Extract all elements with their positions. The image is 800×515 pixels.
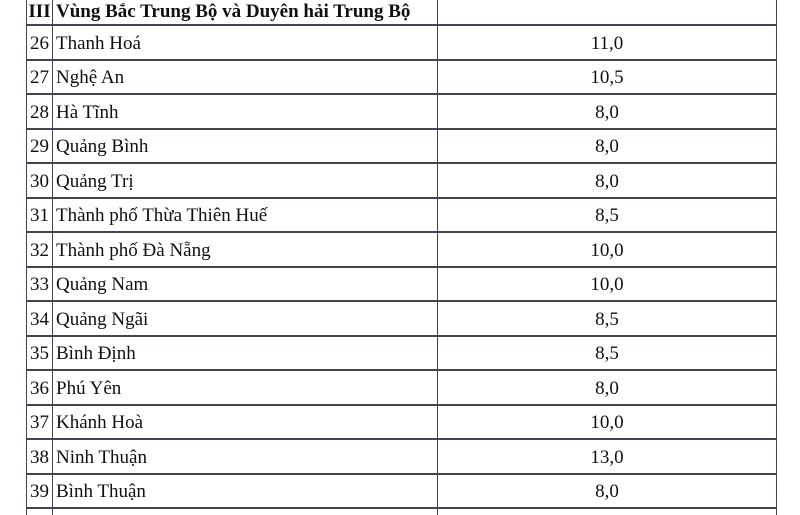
row-number-cell: 38 (26, 440, 53, 473)
province-name-cell: Quảng Trị (53, 164, 438, 197)
table-header-row: III Vùng Bắc Trung Bộ và Duyên hải Trung… (26, 0, 777, 26)
province-name-cell: Nghệ An (53, 60, 438, 93)
partial-next-row (26, 509, 777, 515)
header-value-cell (438, 0, 777, 24)
province-table: III Vùng Bắc Trung Bộ và Duyên hải Trung… (26, 0, 777, 515)
row-number-cell: 39 (26, 474, 53, 507)
province-name-cell: Quảng Nam (53, 267, 438, 300)
province-name-cell: Phú Yên (53, 371, 438, 404)
tariff-value-cell: 13,0 (438, 440, 777, 473)
table-row: 32 Thành phố Đà Nẵng 10,0 (26, 233, 777, 268)
tariff-value-cell: 8,5 (438, 336, 777, 369)
tariff-value-cell: 8,5 (438, 302, 777, 335)
tariff-value-cell: 10,0 (438, 233, 777, 266)
tariff-value-cell: 10,0 (438, 267, 777, 300)
table-row: 37 Khánh Hoà 10,0 (26, 405, 777, 440)
row-number-cell: 31 (26, 198, 53, 231)
province-name-cell: Hà Tĩnh (53, 95, 438, 128)
row-number-cell: 27 (26, 60, 53, 93)
tariff-value-cell: 8,5 (438, 198, 777, 231)
header-region-index: III (26, 0, 53, 24)
table-row: 29 Quảng Bình 8,0 (26, 129, 777, 164)
row-number-cell: 32 (26, 233, 53, 266)
row-number-cell: 33 (26, 267, 53, 300)
province-name-cell: Bình Định (53, 336, 438, 369)
table-row: 39 Bình Thuận 8,0 (26, 474, 777, 509)
table-body: 26 Thanh Hoá 11,0 27 Nghệ An 10,5 28 Hà … (26, 26, 777, 509)
table-row: 38 Ninh Thuận 13,0 (26, 440, 777, 475)
row-number-cell: 29 (26, 129, 53, 162)
partial-number-cell (26, 509, 53, 515)
header-region-title: Vùng Bắc Trung Bộ và Duyên hải Trung Bộ (53, 0, 438, 24)
table-row: 26 Thanh Hoá 11,0 (26, 26, 777, 61)
table-row: 36 Phú Yên 8,0 (26, 371, 777, 406)
row-number-cell: 35 (26, 336, 53, 369)
table-row: 27 Nghệ An 10,5 (26, 60, 777, 95)
tariff-value-cell: 10,5 (438, 60, 777, 93)
province-name-cell: Khánh Hoà (53, 405, 438, 438)
table-row: 34 Quảng Ngãi 8,5 (26, 302, 777, 337)
tariff-value-cell: 8,0 (438, 129, 777, 162)
tariff-value-cell: 8,0 (438, 474, 777, 507)
row-number-cell: 30 (26, 164, 53, 197)
row-number-cell: 28 (26, 95, 53, 128)
province-name-cell: Thành phố Thừa Thiên Huế (53, 198, 438, 231)
tariff-value-cell: 11,0 (438, 26, 777, 59)
province-name-cell: Quảng Ngãi (53, 302, 438, 335)
province-name-cell: Thành phố Đà Nẵng (53, 233, 438, 266)
province-name-cell: Quảng Bình (53, 129, 438, 162)
tariff-value-cell: 10,0 (438, 405, 777, 438)
table-row: 30 Quảng Trị 8,0 (26, 164, 777, 199)
row-number-cell: 36 (26, 371, 53, 404)
province-name-cell: Thanh Hoá (53, 26, 438, 59)
row-number-cell: 34 (26, 302, 53, 335)
province-name-cell: Bình Thuận (53, 474, 438, 507)
table-row: 28 Hà Tĩnh 8,0 (26, 95, 777, 130)
row-number-cell: 37 (26, 405, 53, 438)
table-row: 33 Quảng Nam 10,0 (26, 267, 777, 302)
tariff-value-cell: 8,0 (438, 371, 777, 404)
row-number-cell: 26 (26, 26, 53, 59)
partial-name-cell (53, 509, 438, 515)
table-row: 35 Bình Định 8,5 (26, 336, 777, 371)
partial-value-cell (438, 509, 777, 515)
tariff-value-cell: 8,0 (438, 95, 777, 128)
table-row: 31 Thành phố Thừa Thiên Huế 8,5 (26, 198, 777, 233)
tariff-value-cell: 8,0 (438, 164, 777, 197)
province-name-cell: Ninh Thuận (53, 440, 438, 473)
